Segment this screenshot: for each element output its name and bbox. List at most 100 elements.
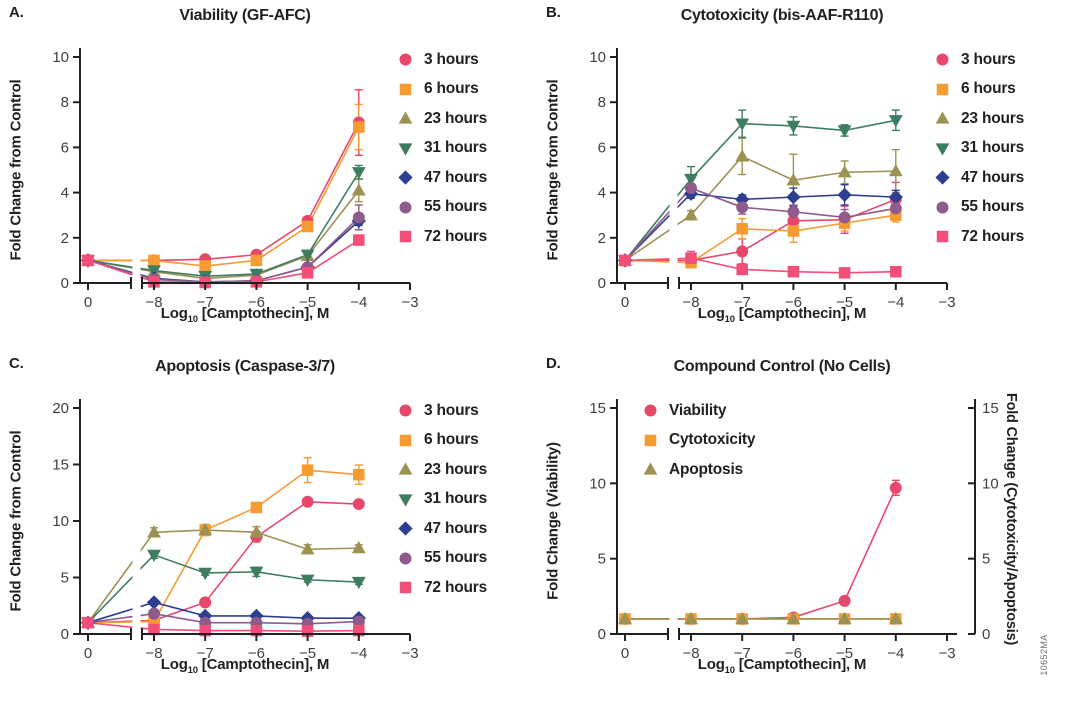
- legend-item: 47 hours: [398, 514, 487, 544]
- svg-text:−6: −6: [248, 645, 265, 662]
- svg-text:0: 0: [621, 294, 629, 311]
- legend-item: 31 hours: [398, 134, 487, 164]
- svg-text:4: 4: [61, 185, 69, 202]
- svg-text:0: 0: [61, 275, 69, 292]
- svg-text:−3: −3: [938, 294, 955, 311]
- triangle-up-marker-icon: [935, 111, 950, 124]
- legend-label: Apoptosis: [669, 460, 743, 478]
- legend-item: 55 hours: [398, 544, 487, 574]
- svg-text:−4: −4: [887, 645, 904, 662]
- legend-label: 72 hours: [424, 227, 488, 245]
- svg-text:−6: −6: [248, 294, 265, 311]
- x-axis-label-rest: [Camptothecin], M: [734, 656, 867, 673]
- x-axis-label-subscript: 10: [187, 314, 198, 325]
- panel-d-compound-control: 0 5 10 15 0 −8 −7 −6 −5 −4 −3 0 5 10 15 D. Compound Co…: [537, 351, 1074, 702]
- legend-label: Cytotoxicity: [669, 431, 756, 449]
- panel-letter: C.: [9, 355, 24, 372]
- triangle-down-marker-icon: [398, 494, 413, 507]
- svg-text:5: 5: [598, 551, 606, 568]
- svg-text:0: 0: [84, 294, 92, 311]
- svg-text:0: 0: [982, 626, 990, 643]
- legend-item: 55 hours: [398, 193, 487, 223]
- legend-label: 23 hours: [424, 460, 488, 478]
- svg-text:15: 15: [982, 400, 999, 417]
- square-marker-icon: [399, 434, 412, 446]
- svg-text:−8: −8: [145, 645, 162, 662]
- y-axis-left-label: Fold Change (Viability): [544, 442, 562, 600]
- svg-text:−6: −6: [785, 645, 802, 662]
- panel-title: Apoptosis (Caspase-3/7): [155, 358, 335, 375]
- legend-item: Cytotoxicity: [643, 426, 756, 456]
- plot-area-compound-control: 0 5 10 15 0 −8 −7 −6 −5 −4 −3 0 5 10 15: [589, 381, 999, 662]
- legend-label: 31 hours: [961, 139, 1025, 157]
- legend-label: 6 hours: [424, 80, 479, 98]
- panel-title: Cytotoxicity (bis-AAF-R110): [680, 7, 884, 24]
- circle-marker-icon: [644, 404, 657, 417]
- panel-letter: B.: [546, 4, 561, 21]
- svg-text:6: 6: [598, 139, 606, 156]
- legend-item: 3 hours: [935, 45, 1024, 75]
- legend-label: 3 hours: [961, 50, 1016, 68]
- legend-label: 47 hours: [961, 168, 1025, 186]
- y-axis-label: Fold Change from Control: [7, 430, 25, 612]
- svg-text:5: 5: [982, 551, 990, 568]
- svg-text:−7: −7: [734, 645, 751, 662]
- triangle-down-marker-icon: [935, 143, 950, 156]
- plot-area-viability: 0 2 4 6 8 10 0 −8 −7 −6 −5 −4 −3: [52, 30, 419, 311]
- legend: 3 hours 6 hours 23 hours 31 hours 47 hours 55…: [398, 396, 487, 603]
- legend-item: 6 hours: [935, 75, 1024, 105]
- panel-a-viability: 0 2 4 6 8 10 0 −8 −7 −6 −5 −4 −3 A. Viability (GF-AF…: [0, 0, 537, 351]
- svg-text:0: 0: [598, 626, 606, 643]
- legend-item: 47 hours: [398, 163, 487, 193]
- panel-letter: A.: [9, 4, 24, 21]
- legend-label: 72 hours: [961, 227, 1025, 245]
- svg-text:−5: −5: [299, 294, 316, 311]
- y-axis-label: Fold Change from Control: [544, 79, 562, 261]
- square-marker-icon: [399, 582, 412, 594]
- legend-item: 23 hours: [398, 104, 487, 134]
- svg-text:−7: −7: [197, 294, 214, 311]
- square-marker-icon: [936, 231, 949, 243]
- legend-item: 72 hours: [935, 222, 1024, 252]
- watermark: 10652MA: [1039, 634, 1049, 676]
- svg-text:−5: −5: [299, 645, 316, 662]
- legend: 3 hours 6 hours 23 hours 31 hours 47 hours 55…: [935, 45, 1024, 252]
- svg-text:−3: −3: [401, 645, 418, 662]
- triangle-up-marker-icon: [643, 462, 658, 475]
- legend-item: 6 hours: [398, 75, 487, 105]
- legend-item: 72 hours: [398, 573, 487, 603]
- svg-text:−3: −3: [401, 294, 418, 311]
- panel-letter: D.: [546, 355, 561, 372]
- x-axis-label: Log10 [Camptothecin], M: [617, 656, 947, 676]
- legend-item: 47 hours: [935, 163, 1024, 193]
- y-axis-right-label: Fold Change (Cytotoxicity/Apoptosis): [1003, 392, 1019, 646]
- svg-text:0: 0: [598, 275, 606, 292]
- svg-text:15: 15: [589, 400, 606, 417]
- svg-text:0: 0: [621, 645, 629, 662]
- x-axis-label: Log10 [Camptothecin], M: [80, 305, 410, 325]
- x-axis-label: Log10 [Camptothecin], M: [80, 656, 410, 676]
- x-axis-label-subscript: 10: [724, 665, 735, 676]
- x-axis-label-main: Log: [160, 305, 188, 322]
- x-axis-label-subscript: 10: [187, 665, 198, 676]
- legend-label: 55 hours: [424, 198, 488, 216]
- legend-item: Viability: [643, 396, 755, 426]
- plot-area-apoptosis: 0 5 10 15 20 0 −8 −7 −6 −5 −4 −3: [52, 381, 419, 662]
- svg-text:15: 15: [52, 457, 69, 474]
- legend-label: Viability: [669, 401, 727, 419]
- svg-text:5: 5: [61, 570, 69, 587]
- circle-marker-icon: [399, 53, 412, 66]
- legend-item: 3 hours: [398, 396, 487, 426]
- legend-label: 3 hours: [424, 401, 479, 419]
- legend-item: 6 hours: [398, 426, 487, 456]
- svg-text:−4: −4: [350, 645, 367, 662]
- svg-text:−8: −8: [682, 294, 699, 311]
- panel-c-apoptosis: 0 5 10 15 20 0 −8 −7 −6 −5 −4 −3 C. Apoptosis (Casp…: [0, 351, 537, 702]
- x-axis-label-subscript: 10: [724, 314, 735, 325]
- legend-label: 72 hours: [424, 578, 488, 596]
- legend-label: 3 hours: [424, 50, 479, 68]
- square-marker-icon: [644, 434, 657, 446]
- legend-label: 55 hours: [961, 198, 1025, 216]
- x-axis-label-rest: [Camptothecin], M: [197, 305, 330, 322]
- svg-text:2: 2: [61, 230, 69, 247]
